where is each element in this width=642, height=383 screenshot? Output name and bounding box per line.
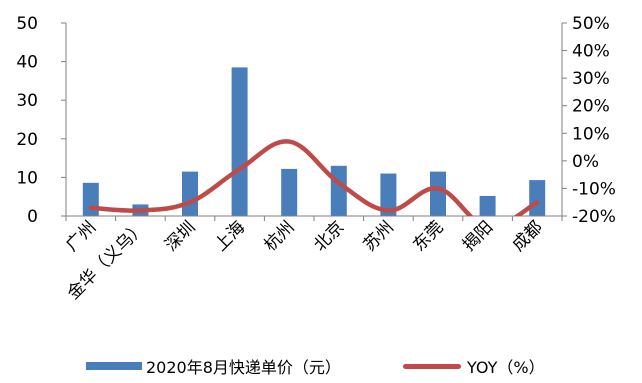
chart: 0 10 20 30 40 50 -20% -10% 0% 10% 20% 30% 40% 50% 广州… (16, 14, 616, 304)
legend-item-yoy: YOY（%） (403, 352, 545, 380)
bar (182, 171, 198, 216)
category-label: 揭阳 (459, 217, 497, 255)
left-tick-label: 50 (16, 14, 38, 34)
legend: 2020年8月快递单价（元） YOY（%） (0, 352, 642, 380)
yoy-line (88, 139, 540, 216)
bar (529, 180, 546, 216)
category-label: 杭州 (261, 217, 299, 255)
left-tick-label: 30 (16, 91, 38, 111)
right-tick-label: 40% (572, 42, 610, 62)
category-label: 北京 (310, 217, 348, 255)
right-tick-label: 20% (572, 97, 610, 117)
right-tick-label: 50% (572, 14, 610, 34)
category-label: 苏州 (360, 217, 398, 255)
right-tick-label: -20% (572, 207, 616, 227)
right-tick-label: 0% (572, 152, 599, 172)
bar (330, 165, 347, 216)
right-tick-label: 30% (572, 69, 610, 89)
category-label: 深圳 (161, 217, 199, 255)
legend-label-price: 2020年8月快递单价（元） (146, 358, 341, 377)
right-tick-label: -10% (572, 179, 616, 199)
bar (82, 182, 99, 216)
bar (430, 171, 446, 216)
category-label: 东莞 (409, 217, 447, 255)
left-tick-label: 20 (16, 130, 38, 150)
right-y-axis: -20% -10% 0% 10% 20% 30% 40% 50% (561, 14, 616, 227)
bar (231, 67, 248, 216)
bar (479, 195, 496, 216)
left-tick-label: 0 (27, 207, 38, 227)
legend-label-yoy: YOY（%） (467, 358, 545, 377)
category-label: 成都 (509, 217, 547, 255)
legend-item-price: 2020年8月快递单价（元） (86, 352, 341, 380)
left-tick-label: 40 (16, 53, 38, 73)
legend-bar-swatch (86, 362, 142, 370)
right-tick-label: 10% (572, 124, 610, 144)
bar (380, 173, 397, 216)
left-y-axis: 0 10 20 30 40 50 (16, 14, 67, 227)
bar-series (65, 67, 563, 221)
bar (281, 168, 298, 216)
left-tick-label: 10 (16, 168, 38, 188)
legend-line-swatch (403, 363, 461, 369)
category-label: 上海 (211, 217, 249, 255)
yoy-line-series (88, 139, 540, 216)
category-label: 广州 (62, 217, 100, 255)
